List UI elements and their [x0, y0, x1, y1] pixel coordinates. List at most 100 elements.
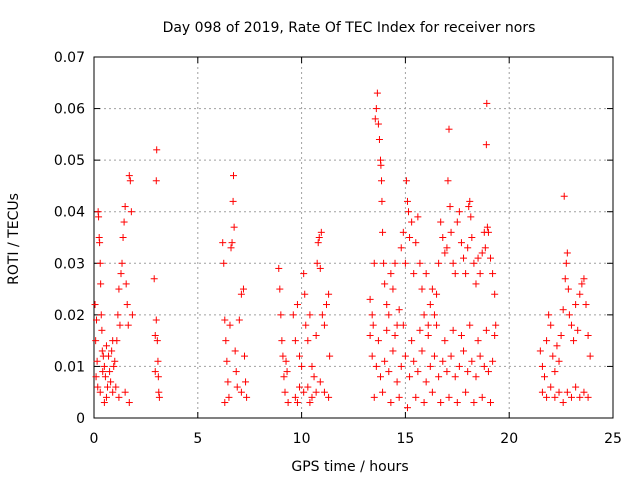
- data-point: [105, 352, 113, 360]
- data-point: [560, 192, 568, 200]
- data-point: [474, 254, 482, 262]
- data-point: [576, 393, 584, 401]
- data-point: [277, 311, 285, 319]
- y-tick-label: 0: [76, 411, 85, 427]
- data-point: [567, 321, 575, 329]
- data-point: [92, 373, 100, 381]
- data-point: [110, 362, 118, 370]
- data-point: [389, 285, 397, 293]
- data-point: [100, 362, 108, 370]
- data-point: [306, 311, 314, 319]
- data-point: [483, 223, 491, 231]
- data-point: [102, 342, 110, 350]
- data-point: [482, 141, 490, 149]
- data-point: [221, 399, 229, 407]
- plot-frame: [93, 56, 614, 419]
- data-point: [302, 321, 310, 329]
- y-tick-label: 0.05: [54, 153, 85, 169]
- data-point: [549, 352, 557, 360]
- data-point: [312, 388, 320, 396]
- data-point: [320, 388, 328, 396]
- data-points: [91, 89, 594, 412]
- data-point: [586, 352, 594, 360]
- data-point: [304, 383, 312, 391]
- y-tick-label: 0.03: [54, 256, 85, 272]
- data-point: [128, 311, 136, 319]
- data-point: [397, 362, 405, 370]
- data-point: [476, 270, 484, 278]
- data-point: [92, 316, 100, 324]
- y-axis-label: ROTI / TECUs: [6, 193, 22, 285]
- data-point: [424, 321, 432, 329]
- data-point: [468, 234, 476, 241]
- data-point: [487, 399, 495, 407]
- data-point: [380, 259, 388, 267]
- data-point: [443, 244, 451, 252]
- data-point: [567, 393, 575, 401]
- x-tick-label: 0: [90, 431, 99, 447]
- data-point: [125, 172, 133, 180]
- data-point: [325, 290, 333, 298]
- data-point: [291, 393, 299, 401]
- data-point: [426, 301, 434, 309]
- data-point: [580, 388, 588, 396]
- data-point: [465, 203, 473, 211]
- data-point: [540, 373, 548, 381]
- data-point: [230, 172, 238, 180]
- data-point: [492, 321, 500, 329]
- data-point: [121, 203, 129, 211]
- data-point: [410, 270, 418, 278]
- data-point: [391, 331, 399, 339]
- data-point: [403, 197, 411, 205]
- data-point: [578, 280, 586, 288]
- data-point: [478, 393, 486, 401]
- data-point: [439, 234, 447, 241]
- data-point: [372, 362, 380, 370]
- data-point: [408, 218, 416, 226]
- data-point: [151, 331, 159, 339]
- data-point: [472, 373, 480, 381]
- data-point: [460, 254, 468, 262]
- data-point: [574, 326, 582, 334]
- data-point: [126, 177, 134, 185]
- data-point: [119, 234, 127, 241]
- data-point: [395, 306, 403, 314]
- data-point: [103, 383, 111, 391]
- data-point: [399, 228, 407, 236]
- data-point: [491, 331, 499, 339]
- data-point: [120, 218, 128, 226]
- y-tick-label: 0.01: [54, 359, 85, 375]
- data-point: [97, 311, 105, 319]
- data-point: [310, 373, 318, 381]
- data-point: [115, 393, 123, 401]
- data-point: [220, 259, 228, 267]
- data-point: [489, 357, 497, 365]
- axis-ticks: 0 0.01 0.02 0.03 0.04 0.05 0.06 0.07 0 5 10 15 20 25: [54, 50, 622, 447]
- data-point: [572, 301, 580, 309]
- data-point: [483, 99, 491, 107]
- data-point: [455, 362, 463, 370]
- data-point: [401, 259, 409, 267]
- data-point: [100, 399, 108, 407]
- data-point: [235, 316, 243, 324]
- data-point: [314, 239, 322, 247]
- data-point: [320, 321, 328, 329]
- data-point: [401, 352, 409, 360]
- data-point: [430, 352, 438, 360]
- data-point: [289, 311, 297, 319]
- data-point: [241, 352, 249, 360]
- data-point: [293, 301, 301, 309]
- data-point: [125, 399, 133, 407]
- data-point: [298, 362, 306, 370]
- data-point: [555, 357, 563, 365]
- x-tick-label: 10: [293, 431, 311, 447]
- data-point: [584, 331, 592, 339]
- data-point: [281, 388, 289, 396]
- data-point: [280, 373, 288, 381]
- data-point: [437, 399, 445, 407]
- data-point: [551, 393, 559, 401]
- data-point: [451, 270, 459, 278]
- y-tick-label: 0.04: [54, 205, 85, 221]
- data-point: [378, 197, 386, 205]
- data-point: [584, 393, 592, 401]
